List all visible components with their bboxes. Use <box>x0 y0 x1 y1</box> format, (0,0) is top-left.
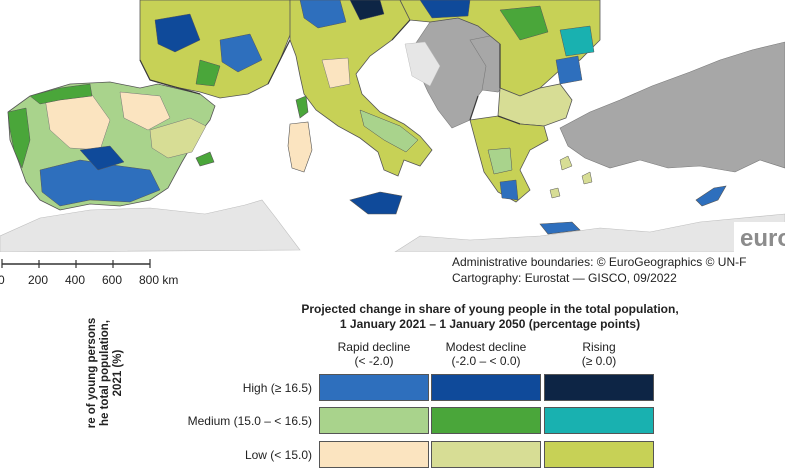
portugal-coast <box>7 107 31 169</box>
watermark-text: euro <box>740 225 785 252</box>
scale-tick-800: 800 km <box>139 273 179 287</box>
y-title-line2: he total population, <box>99 319 111 427</box>
legend-swatch-medium-rising <box>544 407 654 434</box>
legend-row-medium-label: Medium (15.0 – < 16.5) <box>187 414 312 428</box>
column-label: Rising <box>582 340 616 354</box>
cyprus <box>695 185 727 207</box>
column-range: (-2.0 – < 0.0) <box>451 354 521 368</box>
sicily <box>349 191 403 215</box>
legend-y-axis-title: re of young persons he total population,… <box>86 288 125 458</box>
legend-swatch-medium-modest-decline <box>431 407 541 434</box>
column-range: (< -2.0) <box>354 354 394 368</box>
italy-central-pale <box>321 57 351 89</box>
legend-column-rising: Rising (≥ 0.0) <box>543 340 655 368</box>
scale-tick-200: 200 <box>28 273 49 287</box>
france-green-zone <box>195 59 221 87</box>
italy-north-high <box>299 0 347 29</box>
iberia-mid-high <box>79 145 125 171</box>
iberia-low-zone-2 <box>119 91 171 131</box>
greece-south-high <box>499 179 519 201</box>
y-title-line3: 2021 (%) <box>112 349 124 397</box>
scale-bar-line <box>1 259 151 268</box>
white-area-north <box>404 41 441 87</box>
column-range: (≥ 0.0) <box>581 354 617 368</box>
legend-swatch-low-modest-decline <box>431 441 541 468</box>
choropleth-map: euro <box>0 0 785 252</box>
scale-bar: 0 200 400 600 800 km <box>0 256 200 290</box>
country-borders <box>139 19 521 125</box>
east-high-zone <box>419 0 471 19</box>
legend-swatch-medium-rapid-decline <box>319 407 429 434</box>
scale-tick-0: 0 <box>0 273 5 287</box>
crete <box>539 221 581 235</box>
legend-column-rapid-decline: Rapid decline (< -2.0) <box>318 340 430 368</box>
legend-column-modest-decline: Modest decline (-2.0 – < 0.0) <box>430 340 542 368</box>
east-green-zone <box>499 5 549 41</box>
eurostat-watermark: euro <box>734 222 785 252</box>
legend-row-low-label: Low (< 15.0) <box>244 448 312 462</box>
legend-swatch-high-modest-decline <box>431 374 541 401</box>
italy-north-rising <box>349 0 385 21</box>
balearic-islands <box>195 151 215 167</box>
greece-low-zone <box>487 147 513 175</box>
scale-tick-400: 400 <box>65 273 86 287</box>
column-label: Modest decline <box>445 340 527 354</box>
y-title-line1: re of young persons <box>86 317 98 429</box>
column-label: Rapid decline <box>337 340 411 354</box>
scale-tick-600: 600 <box>102 273 123 287</box>
corsica <box>295 95 309 119</box>
romania-coast-blue <box>555 55 583 85</box>
italy-south-low <box>359 109 419 153</box>
iberia-east-mixed <box>149 117 207 159</box>
sardinia <box>287 121 313 173</box>
legend-swatch-low-rapid-decline <box>319 441 429 468</box>
north-africa-east <box>394 213 785 252</box>
turkey-landmass <box>559 41 785 173</box>
legend-swatch-low-rising <box>544 441 654 468</box>
legend-row-high-label: High (≥ 16.5) <box>242 381 312 395</box>
east-rising-zone <box>559 25 595 57</box>
credit-boundaries: Administrative boundaries: © EuroGeograp… <box>452 255 747 269</box>
legend-title-line2: 1 January 2021 – 1 January 2050 (percent… <box>339 317 641 331</box>
north-africa-landmass <box>0 199 301 252</box>
legend-swatch-high-rapid-decline <box>319 374 429 401</box>
credit-cartography: Cartography: Eurostat — GISCO, 09/2022 <box>452 271 677 285</box>
legend-title-line1: Projected change in share of young peopl… <box>301 302 679 316</box>
france-high-zone <box>154 13 201 53</box>
aegean-islands <box>549 155 593 199</box>
legend-swatch-high-rising <box>544 374 654 401</box>
france-blue-zone <box>219 33 263 73</box>
iberia-north-coast <box>29 83 93 105</box>
